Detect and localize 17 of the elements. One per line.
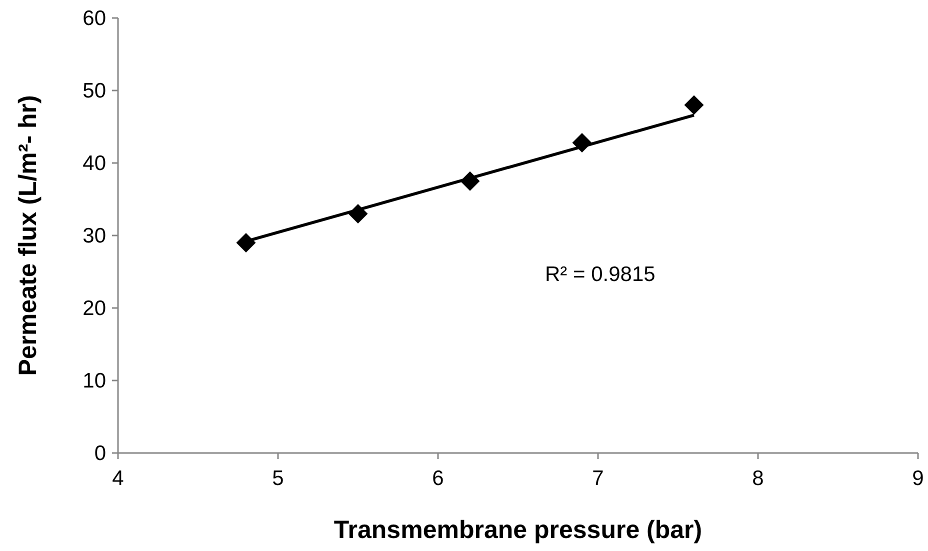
x-tick-label: 6	[432, 467, 444, 490]
y-axis-title: Permeate flux (L/m²- hr)	[14, 95, 42, 376]
x-tick-label: 7	[592, 467, 604, 490]
annotation: R² = 0.9815	[545, 263, 656, 286]
y-tick-label: 0	[94, 442, 106, 465]
y-tick-label: 20	[82, 297, 106, 320]
x-axis-title: Transmembrane pressure (bar)	[334, 516, 702, 544]
x-tick-label: 4	[112, 467, 124, 490]
point	[684, 95, 704, 115]
x-tick-label: 8	[752, 467, 764, 490]
y-tick-label: 50	[82, 80, 106, 102]
y-tick-label: 40	[82, 152, 106, 175]
y-tick-label: 10	[82, 370, 106, 392]
x-tick-label: 9	[912, 467, 924, 490]
x-tick-label: 5	[272, 467, 284, 490]
y-tick-label: 60	[82, 7, 106, 30]
y-tick-label: 30	[82, 224, 106, 248]
